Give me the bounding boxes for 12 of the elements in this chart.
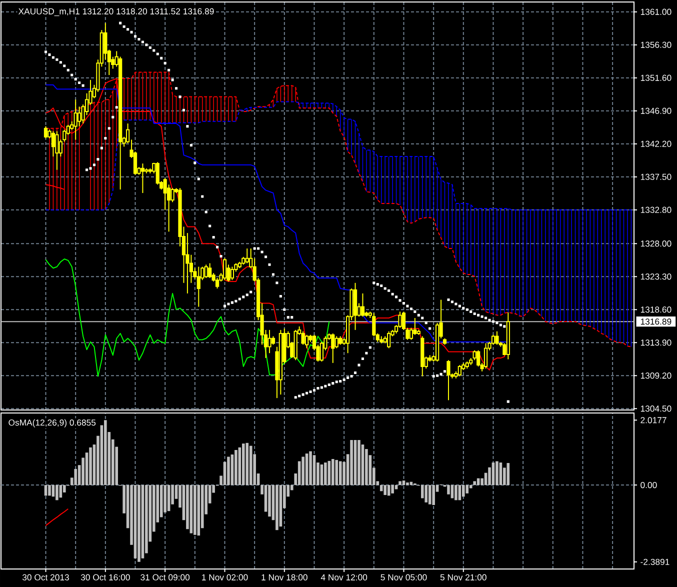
x-tick-label: 1 Nov 02:00 (202, 574, 248, 580)
x-tick-label: 30 Oct 2013 (22, 574, 69, 580)
y-tick-label: 0.00 (640, 482, 657, 488)
x-tick-label: 5 Nov 21:00 (440, 574, 486, 580)
y-tick-label: 2.0177 (640, 417, 666, 424)
x-tick-label: 4 Nov 12:00 (320, 574, 368, 580)
x-tick-label: 1 Nov 18:00 (262, 574, 308, 580)
x-tick-label: 30 Oct 16:00 (80, 574, 130, 580)
y-tick-label: -2.3891 (640, 558, 670, 565)
x-tick-label: 5 Nov 05:00 (380, 574, 427, 580)
x-tick-label: 31 Oct 09:00 (140, 574, 190, 580)
text: OsMA(12,26,9) 0.6855 (8, 419, 96, 428)
